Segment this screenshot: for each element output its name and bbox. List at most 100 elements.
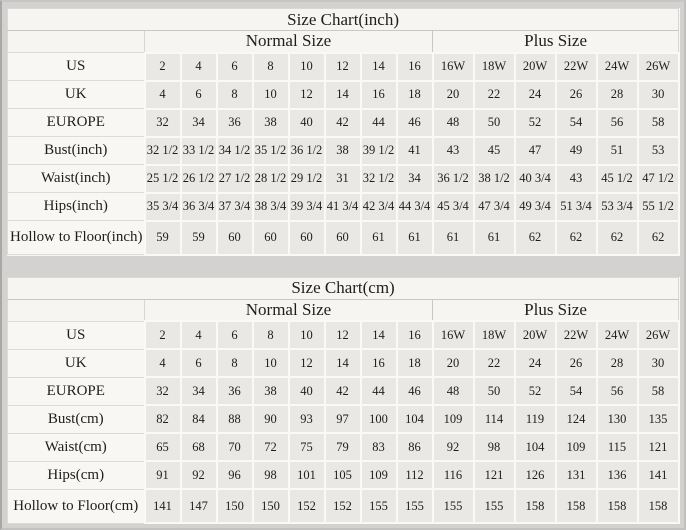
size-cell: 130 (595, 404, 639, 434)
size-cell: 60 (251, 219, 290, 256)
size-cell: 34 1/2 (215, 135, 254, 166)
size-cell: 6 (215, 320, 254, 350)
size-cell: 61 (472, 219, 516, 256)
size-cell: 135 (636, 404, 680, 434)
size-cell: 100 (359, 404, 398, 434)
size-chart-cm-table: Size Chart(cm) Normal Size Plus Size US 2 4 6 8… (7, 276, 680, 524)
size-cell: 61 (431, 219, 475, 256)
size-chart-inch-table: Size Chart(inch) Normal Size Plus Size US 2 4… (7, 8, 680, 256)
size-cell: 20W (513, 51, 557, 82)
row-label: Hollow to Floor(cm) (7, 488, 145, 524)
size-cell: 14 (359, 320, 398, 350)
size-cell: 34 (179, 107, 218, 138)
size-cell: 98 (472, 432, 516, 462)
size-cell: 28 (595, 348, 639, 378)
size-cell: 26W (636, 320, 680, 350)
row-label: UK (7, 80, 145, 109)
size-cell: 152 (323, 488, 362, 524)
size-cell: 46 (395, 107, 434, 138)
size-cell: 61 (359, 219, 398, 256)
size-cell: 115 (595, 432, 639, 462)
size-cell: 43 (431, 135, 475, 166)
size-cell: 14 (323, 348, 362, 378)
size-cell: 35 1/2 (251, 135, 290, 166)
size-cell: 131 (554, 460, 598, 490)
size-cell: 65 (143, 432, 182, 462)
size-cell: 79 (323, 432, 362, 462)
size-cell: 24W (595, 51, 639, 82)
size-cell: 31 (323, 163, 362, 194)
chart-title: Size Chart(cm) (7, 277, 679, 300)
size-cell: 36 (215, 376, 254, 406)
size-cell: 28 1/2 (251, 163, 290, 194)
size-cell: 6 (179, 79, 218, 110)
row-label: Waist(cm) (7, 432, 145, 462)
size-row-hollow-to-floor-cm: Hollow to Floor(cm) 141 147 150 150 152 152 155… (7, 488, 680, 524)
size-row-us: US 2 4 6 8 10 12 14 16 16W 18W 20W 22W 24W 26W (7, 320, 680, 350)
size-cell: 4 (143, 348, 182, 378)
size-cell: 56 (595, 376, 639, 406)
size-cell: 24W (595, 320, 639, 350)
size-group-header-row: Normal Size Plus Size (7, 299, 679, 321)
size-cell: 158 (636, 488, 680, 524)
size-cell: 62 (636, 219, 680, 256)
size-cell: 26W (636, 51, 680, 82)
size-cell: 38 (251, 107, 290, 138)
size-cell: 55 1/2 (636, 191, 680, 222)
size-cell: 96 (215, 460, 254, 490)
size-cell: 29 1/2 (287, 163, 326, 194)
size-cell: 32 (143, 376, 182, 406)
size-cell: 45 (472, 135, 516, 166)
size-cell: 38 3/4 (251, 191, 290, 222)
chart-title-row: Size Chart(cm) (7, 277, 679, 300)
size-cell: 60 (323, 219, 362, 256)
size-cell: 39 3/4 (287, 191, 326, 222)
size-cell: 104 (513, 432, 557, 462)
size-cell: 14 (359, 51, 398, 82)
size-cell: 47 3/4 (472, 191, 516, 222)
size-cell: 41 3/4 (323, 191, 362, 222)
row-label: Waist(inch) (7, 164, 145, 193)
size-cell: 52 (513, 107, 557, 138)
size-cell: 2 (143, 320, 182, 350)
size-cell: 97 (323, 404, 362, 434)
size-cell: 52 (513, 376, 557, 406)
size-cell: 45 1/2 (595, 163, 639, 194)
size-cell: 141 (636, 460, 680, 490)
size-cell: 51 (595, 135, 639, 166)
size-cell: 150 (215, 488, 254, 524)
size-cell: 40 (287, 376, 326, 406)
size-cell: 50 (472, 107, 516, 138)
row-label: EUROPE (7, 376, 145, 406)
size-cell: 53 3/4 (595, 191, 639, 222)
size-cell: 38 (323, 135, 362, 166)
size-cell: 155 (395, 488, 434, 524)
size-cell: 121 (636, 432, 680, 462)
size-row-us: US 2 4 6 8 10 12 14 16 16W 18W 20W 22W 24W 26W (7, 51, 680, 82)
size-cell: 22 (472, 79, 516, 110)
size-row-bust-inch: Bust(inch) 32 1/2 33 1/2 34 1/2 35 1/2 36 1/2… (7, 135, 680, 166)
size-cell: 26 (554, 79, 598, 110)
corner-cell (7, 299, 145, 321)
size-cell: 25 1/2 (143, 163, 182, 194)
normal-size-header: Normal Size (144, 299, 433, 321)
size-cell: 158 (595, 488, 639, 524)
size-row-hips-inch: Hips(inch) 35 3/4 36 3/4 37 3/4 38 3/4 39 3/4… (7, 191, 680, 222)
size-cell: 30 (636, 348, 680, 378)
size-cell: 16W (431, 320, 475, 350)
size-cell: 22W (554, 51, 598, 82)
size-cell: 18W (472, 320, 516, 350)
row-label: Hips(inch) (7, 192, 145, 221)
size-cell: 12 (287, 348, 326, 378)
size-cell: 10 (251, 348, 290, 378)
size-cell: 83 (359, 432, 398, 462)
size-cell: 36 (215, 107, 254, 138)
size-cell: 44 (359, 107, 398, 138)
size-cell: 43 (554, 163, 598, 194)
size-cell: 155 (359, 488, 398, 524)
size-cell: 114 (472, 404, 516, 434)
size-cell: 32 1/2 (359, 163, 398, 194)
size-group-header-row: Normal Size Plus Size (7, 30, 679, 53)
size-cell: 20 (431, 79, 475, 110)
size-cell: 44 3/4 (395, 191, 434, 222)
